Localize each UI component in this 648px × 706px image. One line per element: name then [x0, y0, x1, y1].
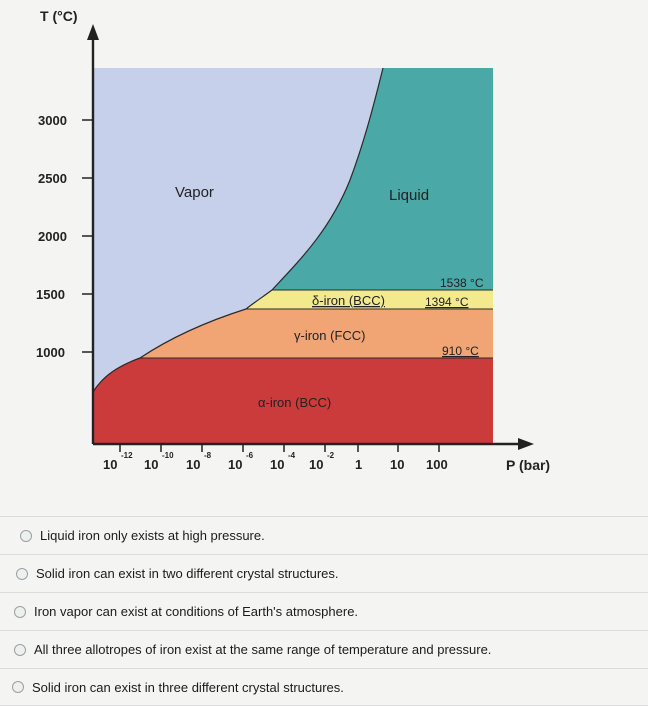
- alpha-iron-label: α-iron (BCC): [258, 395, 331, 410]
- answer-option[interactable]: Iron vapor can exist at conditions of Ea…: [0, 592, 648, 630]
- x-tick-exponent: -10: [162, 451, 174, 460]
- radio-button-icon[interactable]: [20, 529, 32, 542]
- x-tick-exponent: -4: [288, 451, 296, 460]
- answer-options: Liquid iron only exists at high pressure…: [0, 516, 648, 706]
- gamma-iron-label: γ-iron (FCC): [294, 328, 366, 343]
- x-tick-exponent: -2: [327, 451, 335, 460]
- radio-button-icon[interactable]: [14, 605, 26, 618]
- y-tick-label: 1500: [36, 287, 65, 302]
- x-tick-label: 10: [309, 457, 323, 472]
- y-tick-label: 2000: [38, 229, 67, 244]
- vapor-solid-boundary: [92, 289, 273, 393]
- alpha-iron-region: [93, 358, 493, 444]
- gamma-iron-region: [140, 309, 493, 358]
- x-tick-exponent: -8: [204, 451, 212, 460]
- x-tick-label: 10: [144, 457, 158, 472]
- liquid-region: [272, 68, 493, 290]
- delta-iron-region: [246, 290, 493, 309]
- vapor-label: Vapor: [175, 184, 214, 201]
- answer-option[interactable]: All three allotropes of iron exist at th…: [0, 630, 648, 668]
- phase-diagram: T (°C) P (bar) 3000 2500 2000 1500 1000 …: [36, 8, 550, 473]
- y-tick-marks: [82, 119, 93, 353]
- y-tick-label: 2500: [38, 171, 67, 186]
- x-axis-arrow: [518, 438, 534, 450]
- x-tick-label: 1: [355, 457, 362, 472]
- x-tick-label: 100: [426, 457, 448, 472]
- answer-option[interactable]: Liquid iron only exists at high pressure…: [0, 516, 648, 554]
- x-tick-label: 10: [103, 457, 117, 472]
- y-tick-label: 1000: [36, 345, 65, 360]
- answer-option[interactable]: Solid iron can exist in three different …: [0, 668, 648, 706]
- liquid-label: Liquid: [389, 187, 429, 204]
- x-tick-label: 10: [186, 457, 200, 472]
- x-tick-exponent: -6: [246, 451, 254, 460]
- annotation-1538: 1538 °C: [440, 276, 484, 290]
- annotation-910: 910 °C: [442, 344, 479, 358]
- radio-button-icon[interactable]: [16, 567, 28, 580]
- delta-iron-label: δ-iron (BCC): [312, 293, 385, 308]
- option-label: Iron vapor can exist at conditions of Ea…: [34, 604, 359, 619]
- annotation-1394: 1394 °C: [425, 295, 469, 309]
- x-tick-label: 10: [390, 457, 404, 472]
- x-axis-label: P (bar): [506, 457, 550, 473]
- y-axis-label: T (°C): [40, 8, 77, 24]
- option-label: Solid iron can exist in two different cr…: [36, 566, 339, 581]
- x-tick-exponent: -12: [121, 451, 133, 460]
- answer-option[interactable]: Solid iron can exist in two different cr…: [0, 554, 648, 592]
- option-label: Liquid iron only exists at high pressure…: [40, 528, 265, 543]
- option-label: Solid iron can exist in three different …: [32, 679, 344, 695]
- x-tick-marks: [119, 444, 440, 452]
- radio-button-icon[interactable]: [14, 643, 26, 656]
- option-label: All three allotropes of iron exist at th…: [34, 642, 492, 657]
- y-tick-label: 3000: [38, 113, 67, 128]
- x-tick-label: 10: [228, 457, 242, 472]
- radio-button-icon[interactable]: [12, 681, 24, 693]
- x-tick-label: 10: [270, 457, 284, 472]
- vapor-liquid-boundary: [271, 67, 384, 291]
- y-axis-arrow: [87, 24, 99, 40]
